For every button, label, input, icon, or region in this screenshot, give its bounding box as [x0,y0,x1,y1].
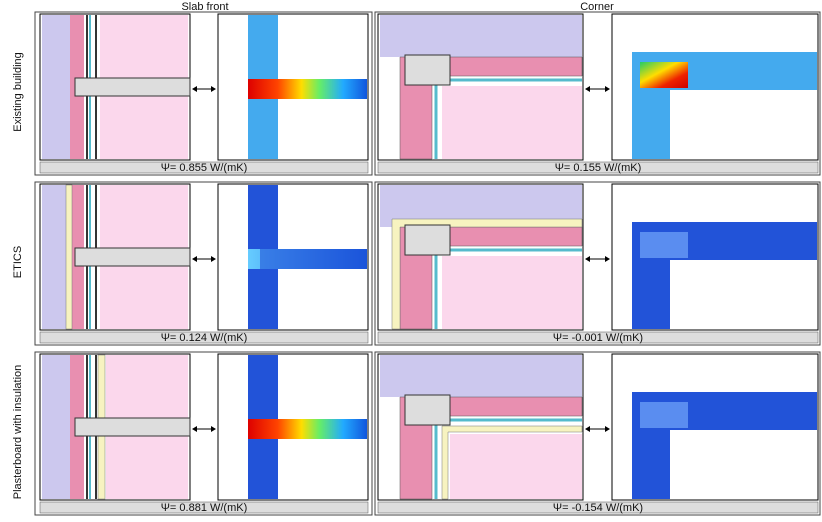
thermal-slab [640,402,688,428]
column-title: Corner [580,1,614,13]
psi-bar [39,501,369,514]
psi-value: Ψ= 0.881 W/(mK) [161,502,248,514]
psi-value: Ψ= -0.001 W/(mK) [553,332,643,344]
insulation [391,218,583,330]
psi-bar [377,331,819,344]
psi-bar [39,161,369,174]
group-frame [34,181,373,346]
arrow-head [192,256,216,262]
exterior-top [380,15,582,57]
group-frame [374,351,821,516]
thermal-slab [640,62,688,88]
thermal-slab [248,419,367,439]
row-label: Plasterboard with insulation [12,365,24,500]
thermal-slab-core [260,249,367,269]
psi-bar [39,331,369,344]
slab [74,417,191,437]
psi-value: Ψ= 0.124 W/(mK) [161,332,248,344]
slab [404,54,451,86]
group-frame [34,351,373,516]
arrow-head [585,426,610,432]
psi-value: Ψ= 0.155 W/(mK) [555,162,642,174]
insulation [441,425,583,500]
psi-bar [377,501,819,514]
row-label: ETICS [12,246,24,278]
arrow-head [192,86,216,92]
corner-room [450,434,582,499]
interior-wall [42,355,70,499]
arrow-head [585,256,610,262]
group-frame [374,11,821,176]
insulation [65,184,73,330]
slab [74,77,191,97]
group-frame [34,11,373,176]
column-title: Slab front [181,1,228,13]
slab [74,247,191,267]
psi-bar [377,161,819,174]
psi-value: Ψ= 0.855 W/(mK) [161,162,248,174]
slab [404,394,451,426]
corner-room [442,256,582,329]
group-frame [374,181,821,346]
row-label: Existing building [12,52,24,132]
interior-wall [42,15,70,159]
slab [404,224,451,256]
corner-room [442,86,582,159]
exterior-top [380,355,582,397]
psi-value: Ψ= -0.154 W/(mK) [553,502,643,514]
arrow-head [192,426,216,432]
arrow-head [585,86,610,92]
thermal-slab [640,232,688,258]
thermal-slab [248,79,367,99]
interior-wall [42,185,70,329]
